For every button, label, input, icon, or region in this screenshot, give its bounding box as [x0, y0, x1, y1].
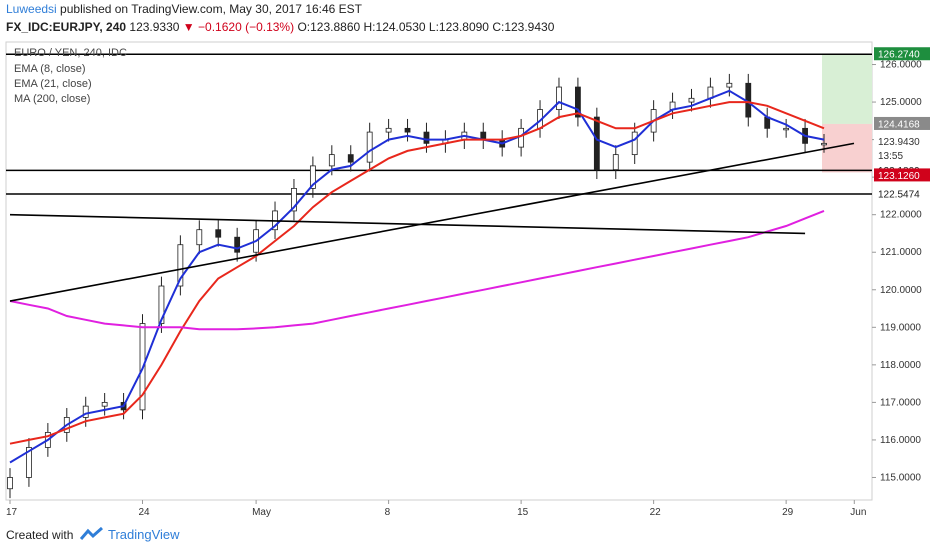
candle-body	[556, 86, 562, 110]
y-tick-label: 121.0000	[880, 247, 922, 258]
tradingview-brand[interactable]: TradingView	[108, 527, 180, 542]
down-arrow-icon: ▼	[182, 20, 195, 34]
candle-body	[82, 405, 89, 418]
x-tick-label: May	[252, 507, 271, 518]
candle-body	[404, 127, 411, 133]
price-change: −0.1620 (−0.13%)	[198, 20, 295, 34]
close-price: C:123.9430	[492, 20, 555, 34]
profit-zone	[822, 54, 872, 124]
x-tick-label: 8	[385, 507, 391, 518]
candle-body	[196, 229, 203, 246]
candle-body	[234, 236, 241, 253]
price-label-box	[874, 187, 930, 201]
y-tick-label: 122.0000	[880, 210, 922, 221]
candle-body	[612, 154, 619, 171]
legend-ma200: MA (200, close)	[14, 93, 90, 105]
candle-body	[821, 142, 827, 146]
y-tick-label: 117.0000	[880, 397, 921, 408]
candle-body	[726, 82, 733, 88]
price-label: 13:55	[878, 151, 903, 162]
y-tick-label: 118.0000	[880, 360, 921, 371]
candle-body	[518, 127, 525, 148]
x-tick-label: Jun	[850, 507, 866, 518]
candle-body	[347, 154, 354, 163]
series-line-ema8	[9, 89, 825, 464]
price-chart[interactable]: 115.0000 116.0000 117.0000 118.0000 119.0000…	[0, 38, 932, 520]
candle-body	[366, 131, 373, 163]
price-label: 123.9430	[878, 137, 920, 148]
candle-body	[593, 116, 600, 171]
x-tick-label: 22	[650, 507, 662, 518]
y-tick-label: 116.0000	[880, 435, 921, 446]
candle-body	[309, 165, 316, 189]
candle-body	[385, 127, 392, 133]
y-tick-label: 125.0000	[880, 97, 922, 108]
price-label: 126.2740	[878, 50, 920, 61]
tradingview-logo-icon[interactable]	[80, 527, 104, 541]
low-price: L:123.8090	[428, 20, 489, 34]
candle-body	[783, 127, 790, 131]
y-tick-label: 126.0000	[880, 60, 922, 71]
price-label-box	[874, 168, 930, 182]
high-price: H:124.0530	[363, 20, 426, 34]
candle-body	[631, 131, 638, 156]
series-line-ema21	[9, 101, 825, 445]
candle-body	[101, 401, 108, 407]
candle-body	[575, 86, 581, 118]
publish-line: Luweedsi published on TradingView.com, M…	[6, 2, 362, 16]
y-tick-label: 120.0000	[880, 285, 922, 296]
open-price: O:123.8860	[297, 20, 361, 34]
created-with-text: Created with	[6, 528, 74, 542]
x-tick-label: 15	[517, 507, 529, 518]
price-label: 123.1260	[878, 171, 920, 182]
candle-body	[177, 244, 184, 287]
candle-body	[7, 477, 13, 490]
last-price: 123.9330	[129, 20, 180, 34]
candle-body	[291, 188, 297, 212]
y-tick-label: 115.0000	[880, 472, 921, 483]
chart-title: EURO / YEN, 240, IDC	[14, 47, 127, 59]
legend-ema8: EMA (8, close)	[14, 63, 86, 75]
author-link[interactable]: Luweedsi	[6, 2, 57, 16]
series-line-ma200	[9, 209, 825, 331]
price-label-box	[874, 134, 930, 148]
x-tick-label: 29	[782, 507, 794, 518]
candle-body	[688, 97, 695, 103]
price-label: 124.4168	[878, 119, 920, 130]
price-label: 122.5474	[878, 190, 920, 201]
rising-trendline	[9, 142, 855, 302]
price-label-box	[874, 148, 930, 162]
falling-trendline	[9, 213, 806, 235]
candle-body	[328, 154, 335, 167]
footer: Created with TradingView	[0, 520, 932, 550]
chart-header: Luweedsi published on TradingView.com, M…	[0, 0, 932, 38]
y-tick-label: 119.0000	[880, 322, 921, 333]
candle-body	[423, 131, 430, 144]
legend-ema21: EMA (21, close)	[14, 78, 92, 90]
x-tick-label: 24	[139, 507, 151, 518]
x-tick-label: 17	[6, 507, 18, 518]
candle-body	[215, 229, 222, 238]
symbol-label: FX_IDC:EURJPY, 240	[6, 20, 127, 34]
candle-body	[26, 447, 32, 478]
quote-line: FX_IDC:EURJPY, 240 123.9330 ▼ −0.1620 (−…	[6, 20, 554, 34]
price-label-box	[874, 47, 930, 61]
price-label-box	[874, 116, 930, 130]
candle-body	[158, 285, 165, 324]
plot-area	[5, 41, 873, 501]
published-text: published on TradingView.com, May 30, 20…	[60, 2, 363, 16]
